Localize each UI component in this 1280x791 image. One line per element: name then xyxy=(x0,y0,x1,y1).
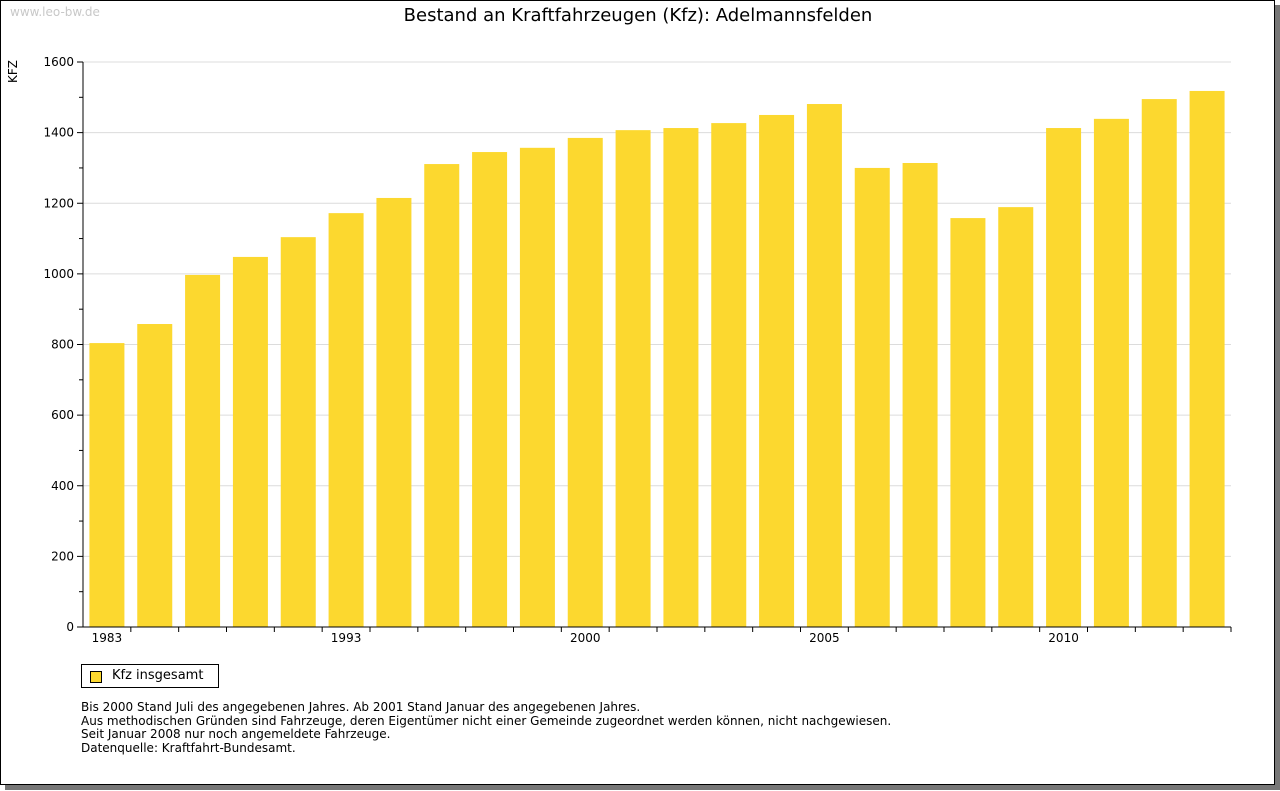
y-tick-label: 800 xyxy=(51,338,74,352)
bar xyxy=(998,207,1034,627)
plot-area: 0 200 400 600 800 1000 1200 1400 1600 1983 1993 200… xyxy=(43,55,1232,645)
x-tick-label: 1993 xyxy=(331,631,362,645)
note-line: Aus methodischen Gründen sind Fahrzeuge,… xyxy=(81,713,892,728)
bar xyxy=(1046,128,1082,628)
bar xyxy=(424,164,460,627)
y-tick-label: 1400 xyxy=(43,126,74,140)
bar xyxy=(615,130,651,627)
note-line: Bis 2000 Stand Juli des angegebenen Jahr… xyxy=(81,700,641,714)
legend-label: Kfz insgesamt xyxy=(112,668,204,683)
x-tick-label: 2005 xyxy=(809,631,840,645)
bar xyxy=(854,167,890,627)
bar xyxy=(1141,99,1177,627)
y-tick-label: 1600 xyxy=(43,55,74,69)
y-tick-label: 400 xyxy=(51,479,74,493)
bar xyxy=(1189,90,1225,628)
bar xyxy=(280,237,316,627)
bar xyxy=(711,123,747,627)
note-line: Datenquelle: Kraftfahrt-Bundesamt. xyxy=(81,740,296,755)
footnotes: Bis 2000 Stand Juli des angegebenen Jahr… xyxy=(81,700,892,755)
chart-title: Bestand an Kraftfahrzeugen (Kfz): Adelma… xyxy=(403,5,873,26)
bar xyxy=(663,128,699,628)
y-tick-label: 1200 xyxy=(43,196,74,210)
bar xyxy=(567,137,603,627)
legend-swatch xyxy=(90,671,102,683)
bar xyxy=(902,162,938,627)
y-tick-label: 200 xyxy=(51,549,74,563)
bar xyxy=(185,274,221,627)
bar xyxy=(137,324,173,627)
bar xyxy=(376,197,412,627)
bar xyxy=(328,213,364,627)
bar xyxy=(89,343,125,627)
x-tick-label: 2000 xyxy=(570,631,601,645)
y-tick-label: 600 xyxy=(51,408,74,422)
bar xyxy=(519,147,555,627)
y-tick-label: 0 xyxy=(66,620,74,634)
bar xyxy=(759,114,795,627)
note-line: Seit Januar 2008 nur noch angemeldete Fa… xyxy=(81,727,391,741)
y-tick-label: 1000 xyxy=(43,267,74,281)
bar xyxy=(950,218,986,628)
bar xyxy=(232,256,268,627)
bar xyxy=(1093,118,1129,628)
bar xyxy=(472,152,508,627)
x-tick-label: 1983 xyxy=(92,631,123,645)
legend: Kfz insgesamt xyxy=(81,664,219,688)
watermark: www.leo-bw.de xyxy=(10,5,100,19)
bar xyxy=(806,104,842,628)
x-tick-label: 2010 xyxy=(1048,631,1079,645)
